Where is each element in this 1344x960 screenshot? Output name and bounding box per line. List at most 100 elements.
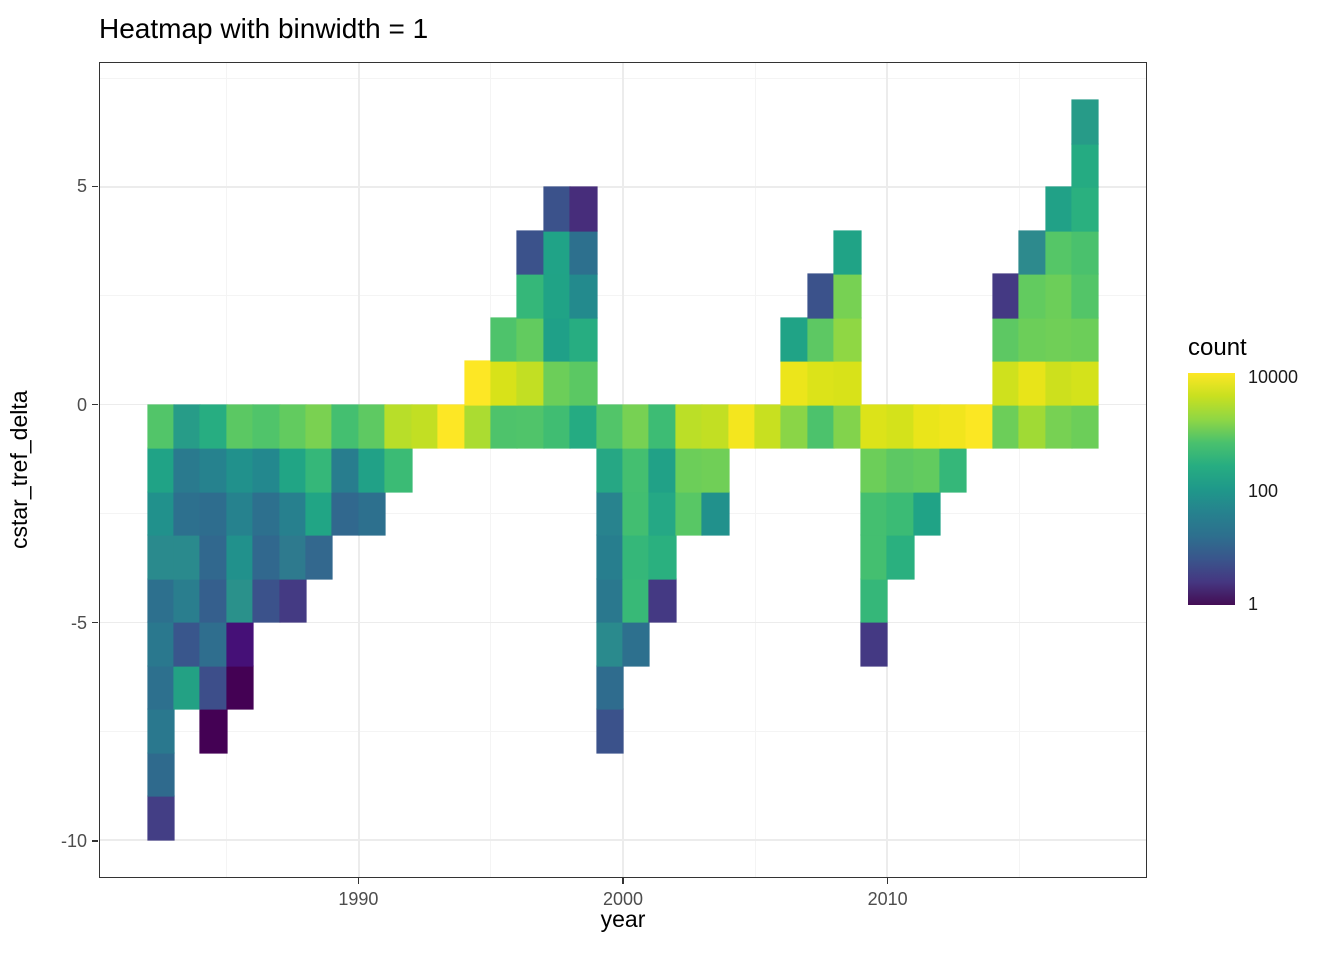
plot-panel (99, 62, 1147, 878)
heatmap-cell (860, 622, 888, 666)
heatmap-cell (517, 230, 544, 275)
heatmap-cell (279, 578, 307, 623)
heatmap-cell (755, 404, 782, 449)
heatmap-cell (702, 448, 729, 492)
y-axis-title: cstar_tref_delta (6, 390, 32, 550)
y-axis-tick (92, 403, 98, 406)
heatmap-cell (411, 404, 439, 449)
heatmap-cell (807, 361, 835, 405)
heatmap-cell (992, 404, 1020, 449)
heatmap-cell (913, 404, 940, 449)
heatmap-cell (438, 404, 465, 449)
heatmap-cell (358, 491, 386, 536)
y-axis-tick (92, 621, 98, 624)
heatmap-cell (517, 404, 544, 449)
heatmap-cell (913, 491, 940, 536)
heatmap-cell (543, 187, 571, 231)
heatmap-cell (253, 448, 280, 492)
heatmap-cell (1072, 230, 1099, 275)
heatmap-cell (147, 578, 174, 623)
heatmap-cell (649, 535, 676, 579)
heatmap-cell (702, 404, 729, 449)
heatmap-cell (253, 578, 280, 623)
heatmap-cell (1072, 274, 1099, 318)
heatmap-cell (939, 448, 967, 492)
heatmap-cell (649, 404, 676, 449)
heatmap-cell (226, 578, 254, 623)
x-axis-tick (357, 878, 360, 884)
heatmap-cell (887, 535, 914, 579)
heatmap-cell (200, 665, 227, 710)
heatmap-cell (570, 361, 597, 405)
heatmap-cell (992, 274, 1020, 318)
heatmap-cell (623, 404, 650, 449)
y-axis-tick (92, 185, 98, 188)
legend-title: count (1188, 334, 1247, 361)
heatmap-cell (570, 187, 597, 231)
heatmap-cell (306, 448, 333, 492)
heatmap-cell (1045, 317, 1073, 362)
heatmap-cell (279, 491, 307, 536)
plot-title: Heatmap with binwidth = 1 (99, 13, 429, 44)
y-axis-tick-label: 5 (76, 176, 87, 197)
heatmap-cell (517, 361, 544, 405)
heatmap-cell (1019, 404, 1046, 449)
heatmap-cell (781, 361, 808, 405)
legend-tick-label: 10000 (1248, 366, 1299, 387)
heatmap-cell (1072, 100, 1099, 144)
y-axis-tick-label: -10 (60, 830, 87, 851)
heatmap-cell (728, 404, 756, 449)
heatmap-cell (1045, 404, 1073, 449)
heatmap-cell (1072, 187, 1099, 231)
heatmap-cell (543, 317, 571, 362)
heatmap-cell (543, 404, 571, 449)
heatmap-cell (649, 448, 676, 492)
heatmap-cell (279, 448, 307, 492)
gridline-y-major (100, 186, 1146, 188)
heatmap-cell (966, 404, 993, 449)
heatmap-cell (913, 448, 940, 492)
heatmap-cell (623, 491, 650, 536)
heatmap-cell (173, 535, 201, 579)
heatmap-cell (596, 535, 623, 579)
heatmap-cell (860, 535, 888, 579)
heatmap-cell (807, 404, 835, 449)
heatmap-cell (226, 535, 254, 579)
heatmap-cell (147, 752, 174, 797)
heatmap-cell (200, 491, 227, 536)
heatmap-cell (147, 404, 174, 449)
heatmap-cell (1019, 274, 1046, 318)
heatmap-cell (807, 317, 835, 362)
heatmap-cell (517, 317, 544, 362)
heatmap-cell (226, 404, 254, 449)
heatmap-cell (596, 491, 623, 536)
heatmap-cell (332, 491, 359, 536)
heatmap-cell (1072, 143, 1099, 188)
heatmap-cell (279, 404, 307, 449)
heatmap-cell (147, 491, 174, 536)
heatmap-cell (623, 535, 650, 579)
heatmap-cell (279, 535, 307, 579)
heatmap-cell (490, 361, 518, 405)
heatmap-cell (1019, 230, 1046, 275)
heatmap-cell (253, 404, 280, 449)
heatmap-cell (464, 404, 491, 449)
heatmap-cell (358, 404, 386, 449)
heatmap-cell (200, 709, 227, 753)
legend-tick-label: 100 (1248, 481, 1279, 502)
heatmap-cell (173, 665, 201, 710)
heatmap-cell (675, 404, 703, 449)
heatmap-cell (147, 665, 174, 710)
heatmap-cell (649, 578, 676, 623)
heatmap-cell (675, 448, 703, 492)
heatmap-cell (570, 274, 597, 318)
heatmap-cell (173, 491, 201, 536)
heatmap-cell (543, 274, 571, 318)
heatmap-cell (173, 404, 201, 449)
heatmap-cell (543, 230, 571, 275)
heatmap-cell (596, 404, 623, 449)
heatmap-cell (596, 665, 623, 710)
heatmap-cell (887, 448, 914, 492)
gridline-y-major (100, 839, 1146, 841)
